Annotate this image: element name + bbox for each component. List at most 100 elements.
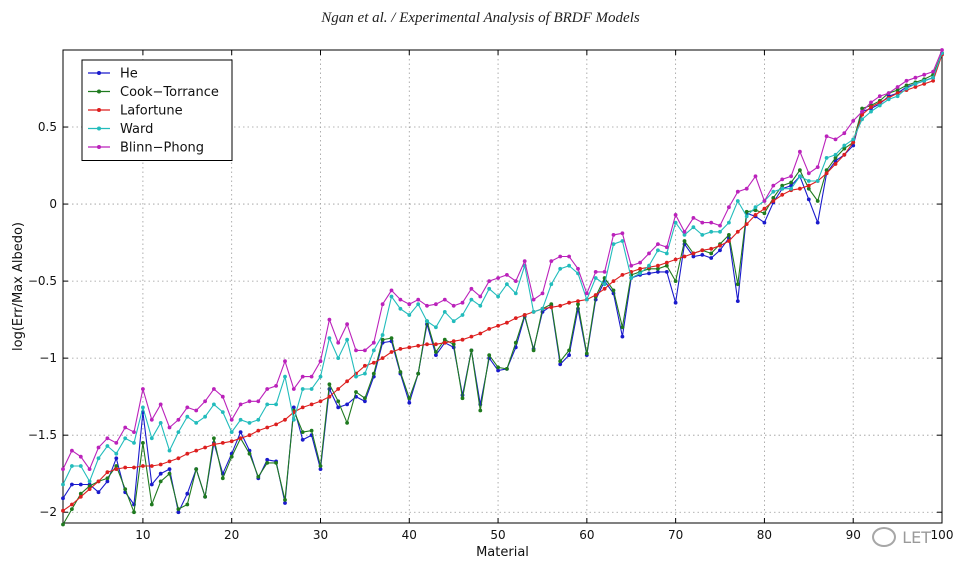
data-point xyxy=(922,78,927,83)
data-point xyxy=(434,302,438,307)
data-point xyxy=(700,248,705,253)
data-point xyxy=(407,345,412,350)
data-point xyxy=(149,502,154,507)
data-point xyxy=(469,348,474,353)
data-point xyxy=(487,279,492,283)
data-point xyxy=(682,239,687,243)
data-point xyxy=(398,370,403,374)
data-point xyxy=(789,186,793,191)
data-point xyxy=(877,100,882,105)
data-point xyxy=(425,319,429,324)
data-point xyxy=(434,350,438,354)
data-point xyxy=(664,245,669,250)
data-point xyxy=(336,340,341,345)
data-point xyxy=(620,239,625,243)
data-point xyxy=(105,436,110,441)
data-point xyxy=(904,86,909,91)
data-point xyxy=(96,445,101,450)
data-point xyxy=(416,343,421,348)
data-point xyxy=(167,448,172,453)
data-point xyxy=(567,300,571,305)
data-point xyxy=(895,94,900,99)
data-point xyxy=(167,467,172,471)
data-point xyxy=(824,156,829,160)
data-point xyxy=(398,347,403,351)
legend-marker xyxy=(97,89,101,94)
data-point xyxy=(620,334,625,339)
data-point xyxy=(567,263,571,268)
data-point xyxy=(815,179,820,183)
data-point xyxy=(451,339,456,344)
watermark-text: LET xyxy=(902,527,931,547)
data-point xyxy=(345,421,349,425)
data-point xyxy=(176,456,181,461)
data-point xyxy=(238,402,243,407)
data-point xyxy=(283,417,287,422)
data-point xyxy=(300,374,305,379)
data-point xyxy=(96,490,101,495)
data-point xyxy=(487,327,492,331)
data-point xyxy=(203,414,208,419)
data-point xyxy=(718,243,722,248)
data-point xyxy=(780,192,785,197)
data-point xyxy=(833,137,838,142)
data-point xyxy=(434,325,438,330)
data-point xyxy=(407,302,412,307)
series-line-lafortune xyxy=(62,54,943,512)
data-point xyxy=(744,214,749,219)
series-line-cook-torrance xyxy=(62,52,943,525)
data-point xyxy=(149,482,154,487)
data-point xyxy=(851,137,856,142)
data-point xyxy=(212,402,216,407)
data-point xyxy=(123,436,128,441)
data-point xyxy=(487,286,492,291)
data-point xyxy=(913,75,918,80)
data-point xyxy=(496,365,500,370)
data-point xyxy=(274,384,278,388)
data-point xyxy=(176,510,181,515)
data-point xyxy=(141,405,145,410)
data-point xyxy=(105,479,110,484)
data-point xyxy=(460,300,465,305)
data-point xyxy=(584,351,589,356)
data-point xyxy=(531,348,536,353)
data-point xyxy=(132,510,136,515)
data-point xyxy=(629,276,634,280)
data-point xyxy=(291,405,296,410)
data-point xyxy=(673,257,678,262)
data-point xyxy=(212,387,216,391)
data-point xyxy=(656,266,660,271)
legend-marker xyxy=(97,145,101,149)
data-point xyxy=(460,337,465,342)
data-point xyxy=(505,273,509,277)
data-point xyxy=(593,270,598,274)
y-tick-label: −0.5 xyxy=(28,274,57,288)
data-point xyxy=(877,103,882,108)
data-point xyxy=(531,310,536,314)
data-point xyxy=(762,220,767,225)
data-point xyxy=(558,359,563,364)
data-point xyxy=(407,313,412,317)
data-point xyxy=(141,387,145,391)
data-point xyxy=(718,223,722,228)
data-point xyxy=(247,399,252,404)
data-point xyxy=(354,390,358,394)
data-point xyxy=(158,421,163,425)
series-line-ward xyxy=(62,52,943,485)
data-point xyxy=(345,379,349,384)
data-point xyxy=(727,233,731,237)
data-point xyxy=(549,305,554,310)
data-point xyxy=(727,239,731,243)
data-point xyxy=(114,456,119,461)
data-point xyxy=(656,248,660,253)
data-point xyxy=(851,119,856,123)
series-ward xyxy=(61,51,944,487)
data-point xyxy=(300,430,305,434)
data-point xyxy=(70,507,74,511)
data-point xyxy=(806,179,811,183)
data-point xyxy=(709,256,714,260)
data-point xyxy=(212,436,216,441)
data-point xyxy=(709,229,714,234)
data-point xyxy=(274,461,278,465)
